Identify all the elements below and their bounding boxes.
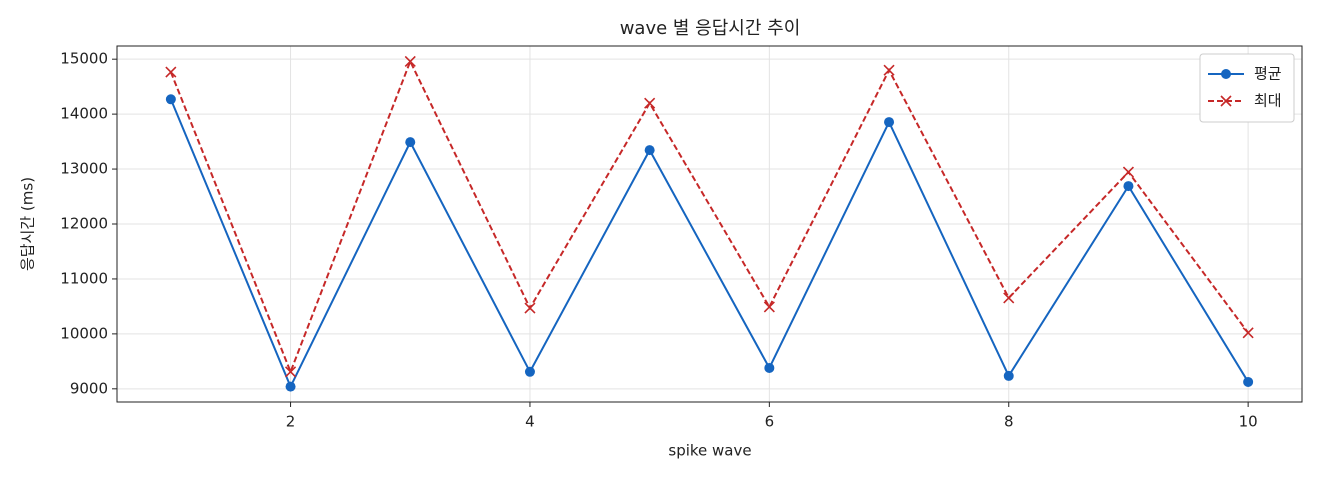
point [165,66,177,78]
point [1003,292,1015,304]
point [763,301,775,313]
point [1123,181,1134,192]
point [884,117,895,128]
point [1003,370,1014,381]
point [404,55,416,67]
point [405,137,416,148]
point [1243,376,1254,387]
y-tick-label: 12000 [60,215,108,233]
y-tick-label: 9000 [70,379,108,397]
x-tick-label: 2 [286,413,296,431]
y-tick-label: 15000 [60,50,108,68]
point [285,381,296,392]
legend-label: 최대 [1254,92,1282,110]
series-line [169,58,1249,375]
y-tick-label: 10000 [60,324,108,342]
point [644,145,655,156]
legend-marker [1221,69,1231,79]
point [165,94,176,105]
point [644,97,656,109]
series-line [169,98,1249,390]
y-tick-label: 13000 [60,160,108,178]
point [284,366,297,378]
legend-marker [1220,95,1232,107]
point [1242,327,1254,339]
x-axis-label: spike wave [668,442,751,460]
legend-label: 평균 [1254,65,1282,83]
point [764,362,775,373]
point [524,302,536,314]
x-tick-label: 4 [525,413,535,431]
point [883,64,895,76]
plot-frame [116,45,1303,403]
y-tick-label: 14000 [60,105,108,123]
chart-title: wave 별 응답시간 추이 [620,18,801,39]
x-tick-label: 6 [765,413,775,431]
point [1122,166,1135,178]
y-axis-label: 응답시간 (ms) [19,177,37,271]
point [524,366,535,377]
x-tick-label: 8 [1004,413,1014,431]
x-tick-label: 10 [1239,413,1258,431]
y-tick-label: 11000 [60,269,108,287]
